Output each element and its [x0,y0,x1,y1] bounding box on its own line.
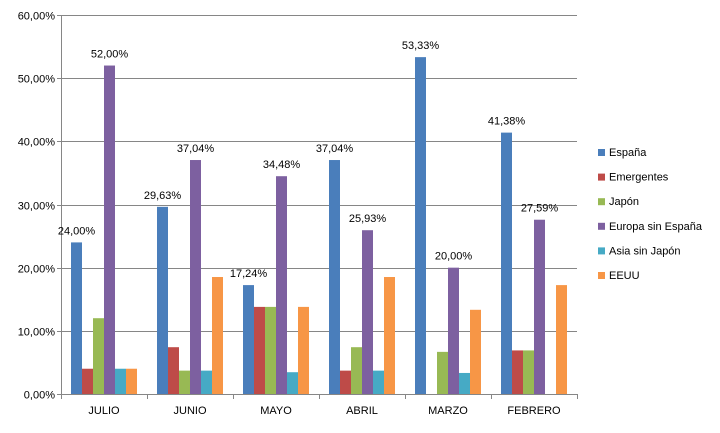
bar-emergentes-mayo [254,306,265,394]
data-label: 53,33% [402,40,440,52]
bar-europa-sin-espana-marzo [448,267,459,394]
bar-japon-julio [93,318,104,394]
legend-swatch [598,222,605,230]
y-tick-label: 60,00% [18,11,56,23]
legend-label: Japón [609,196,639,208]
bar-espana-abril [329,160,340,394]
data-label: 37,04% [316,143,354,155]
bar-japon-mayo [265,306,276,394]
y-tick-label: 0,00% [24,390,55,402]
data-label: 17,24% [230,268,268,280]
data-label: 25,93% [349,213,387,225]
bar-europa-sin-espana-febrero [534,219,545,394]
bar-eeuu-febrero [556,285,567,394]
legend-swatch [598,272,605,279]
bar-espana-marzo [415,57,426,394]
legend-label: España [609,147,647,159]
legend-label: EEUU [609,270,640,282]
bar-eeuu-julio [126,368,137,394]
legend-label: Europa sin España [609,221,703,233]
bar-japon-febrero [523,350,534,394]
axes [61,15,577,395]
y-tick-label: 50,00% [18,74,56,86]
bar-asia-sin-japon-julio [115,368,126,394]
bar-espana-mayo [243,285,254,394]
bar-asia-sin-japon-mayo [287,372,298,394]
legend-swatch [598,173,605,181]
data-label: 20,00% [435,251,473,263]
bar-espana-julio [71,242,82,394]
y-tick-label: 40,00% [18,137,56,149]
data-label: 41,38% [488,116,526,128]
y-tick-label: 20,00% [18,264,56,276]
legend-item-emergentes: Emergentes [598,172,669,184]
data-label: 34,48% [263,159,301,171]
bar-eeuu-mayo [298,306,309,394]
y-axis-ticks: 0,00% 10,00% 20,00% 30,00% 40,00% 50,00% 60,00… [18,11,61,402]
bar-emergentes-abril [340,370,351,394]
data-label: 27,59% [521,203,559,215]
legend-swatch [598,198,605,206]
bar-eeuu-marzo [470,309,481,394]
legend-item-eeuu: EEUU [598,270,640,282]
bar-eeuu-junio [212,277,223,394]
bar-asia-sin-japon-junio [201,370,212,394]
bar-europa-sin-espana-junio [190,160,201,394]
bar-eeuu-abril [384,277,395,394]
bar-europa-sin-espana-abril [362,230,373,394]
data-labels: 24,00% 52,00% 29,63% 37,04% 17,24% 34,48% 37,0… [58,40,559,280]
bar-japon-abril [351,347,362,394]
bar-espana-febrero [501,132,512,394]
bar-japon-marzo [437,351,448,394]
bar-espana-junio [157,206,168,394]
x-tick-label: FEBRERO [507,405,561,417]
legend-swatch [598,247,605,255]
bar-japon-junio [179,370,190,394]
bar-europa-sin-espana-mayo [276,176,287,394]
y-tick-label: 10,00% [18,327,56,339]
x-tick-label: JUNIO [174,405,207,417]
legend-label: Asia sin Japón [609,245,681,257]
bar-emergentes-febrero [512,350,523,394]
y-tick-label: 30,00% [18,201,56,213]
data-label: 29,63% [144,190,182,202]
x-tick-label: JULIO [88,405,120,417]
bar-emergentes-junio [168,347,179,394]
x-axis-ticks: JULIO JUNIO MAYO ABRIL MARZO FEBRERO [61,394,578,417]
x-tick-label: ABRIL [346,405,378,417]
gridlines [61,15,577,332]
x-tick-label: MAYO [260,405,292,417]
legend-swatch [598,149,605,156]
data-label: 24,00% [58,225,96,237]
bar-asia-sin-japon-abril [373,370,384,394]
legend-item-europa-sin-espana: Europa sin España [598,221,703,233]
data-label: 52,00% [91,49,129,61]
legend-item-asia-sin-japon: Asia sin Japón [598,245,681,257]
bars [71,57,567,395]
bar-emergentes-julio [82,368,93,394]
legend: España Emergentes Japón Europa sin España As… [598,147,703,282]
bar-europa-sin-espana-julio [104,65,115,395]
bar-asia-sin-japon-marzo [459,372,470,394]
legend-label: Emergentes [609,172,669,184]
legend-item-japon: Japón [598,196,639,208]
legend-item-espana: España [598,147,647,159]
data-label: 37,04% [177,143,215,155]
x-tick-label: MARZO [428,405,468,417]
